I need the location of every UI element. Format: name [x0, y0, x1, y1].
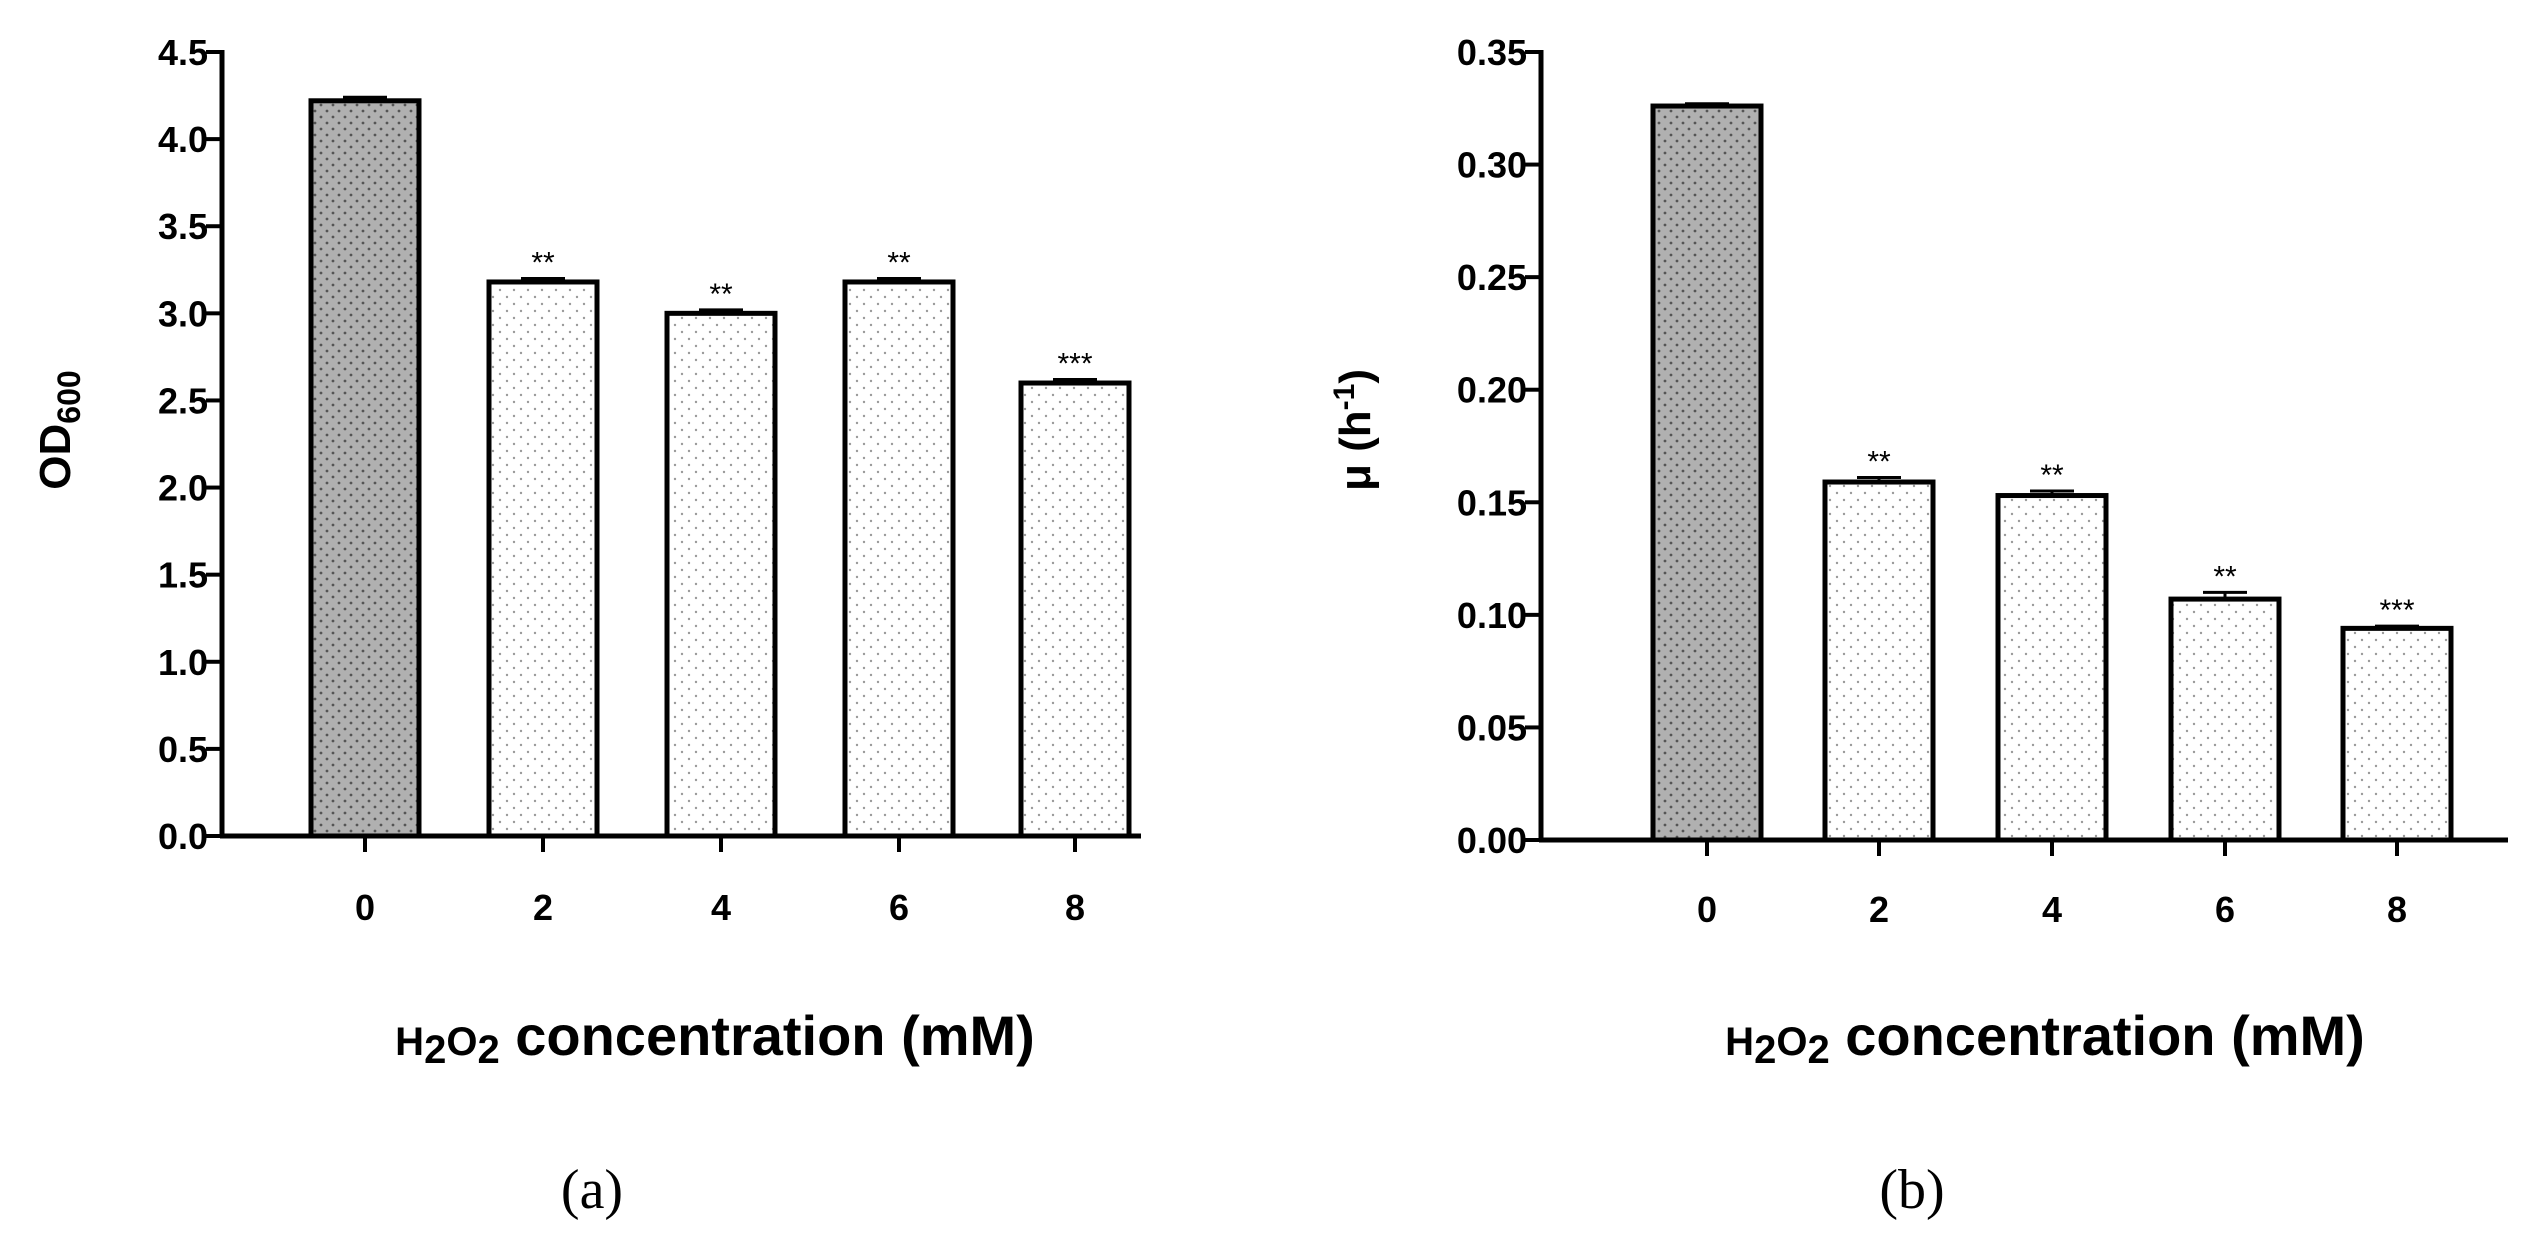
x-axis-title-sub1: 2	[1754, 1028, 1776, 1072]
x-tick-label: 8	[2387, 889, 2407, 930]
significance-label: **	[2040, 459, 2064, 492]
y-tick-label: 0.5	[158, 729, 208, 770]
x-axis-title-o: O	[1776, 1020, 1807, 1064]
bar-2	[486, 279, 600, 839]
significance-label: **	[1867, 446, 1891, 479]
y-tick-label: 2.5	[158, 380, 208, 421]
significance-label: **	[531, 246, 555, 279]
axes	[219, 50, 1141, 839]
y-tick-label: 2.0	[158, 468, 208, 509]
x-axis-title-rest: concentration (mM)	[1830, 1004, 2365, 1067]
bars: *********	[308, 95, 1132, 839]
x-axis-ticks: 0 2 4 6 8	[1697, 840, 2407, 930]
significance-label: ***	[2379, 594, 2414, 627]
y-axis-ticks: 0.00 0.05 0.10 0.15 0.20 0.25 0.30 0.35	[1457, 32, 1541, 861]
bar-6	[2168, 596, 2282, 843]
bar-6	[842, 279, 956, 839]
chart-b: 0.000.050.100.150.200.250.300.35 ** *****…	[1328, 32, 2508, 1221]
x-axis-ticks: 0 2 4 6 8	[355, 836, 1085, 928]
significance-label: **	[2213, 560, 2237, 593]
x-axis-title-h: H	[395, 1020, 424, 1064]
y-tick-label: 3.5	[158, 206, 208, 247]
bars: *********	[1650, 102, 2454, 843]
x-axis-title-sub1: 2	[424, 1028, 446, 1072]
y-tick-label: 0.05	[1457, 707, 1527, 748]
x-axis-title-h: H	[1725, 1020, 1754, 1064]
x-tick-label: 4	[711, 887, 731, 928]
x-tick-label: 0	[1697, 889, 1717, 930]
y-tick-label: 0.00	[1457, 820, 1527, 861]
y-axis-title-main: OD	[31, 424, 80, 490]
y-axis-title-sub: 600	[51, 370, 87, 423]
y-tick-label: 4.0	[158, 119, 208, 160]
bar-4	[1995, 493, 2109, 843]
x-tick-label: 4	[2042, 889, 2062, 930]
chart-a: 0.00.51.01.52.02.53.03.54.04.5 *********…	[31, 32, 1141, 1221]
y-axis-title: OD600	[31, 370, 87, 489]
significance-label: **	[887, 246, 911, 279]
y-axis-ticks: 0.0 0.5 1.0 1.5 2.0 2.5 3.0 3.5 4.0 4.5	[158, 32, 222, 857]
panel-label-b: (b)	[1879, 1159, 1944, 1221]
axes	[1538, 50, 2508, 843]
bar-0	[1650, 103, 1764, 843]
bar-4	[664, 310, 778, 839]
x-axis-title-o: O	[446, 1020, 477, 1064]
y-axis-title-sup: -1	[1328, 384, 1361, 411]
significance-label: **	[709, 278, 733, 311]
y-tick-label: 0.20	[1457, 370, 1527, 411]
x-axis-title-rest: concentration (mM)	[500, 1004, 1035, 1067]
x-axis-title: H2O2 concentration (mM)	[395, 1004, 1035, 1072]
y-tick-label: 0.35	[1457, 32, 1527, 73]
bar-8	[1018, 380, 1132, 839]
y-tick-label: 0.25	[1457, 257, 1527, 298]
y-tick-label: 3.0	[158, 293, 208, 334]
y-axis-title-main: μ (h	[1331, 410, 1380, 491]
x-axis-title-sub2: 2	[1807, 1028, 1829, 1072]
x-axis-title: H2O2 concentration (mM)	[1725, 1004, 2365, 1072]
y-tick-label: 0.0	[158, 816, 208, 857]
bar-2	[1822, 479, 1936, 843]
x-tick-label: 2	[1869, 889, 1889, 930]
x-tick-label: 2	[533, 887, 553, 928]
y-axis-title-close: )	[1331, 369, 1380, 384]
x-tick-label: 8	[1065, 887, 1085, 928]
x-tick-label: 6	[2215, 889, 2235, 930]
y-tick-label: 1.0	[158, 642, 208, 683]
x-tick-label: 6	[889, 887, 909, 928]
bar-0	[308, 98, 422, 839]
x-tick-label: 0	[355, 887, 375, 928]
panel-label-a: (a)	[561, 1159, 623, 1221]
y-tick-label: 0.30	[1457, 145, 1527, 186]
y-tick-label: 0.10	[1457, 595, 1527, 636]
x-axis-title-sub2: 2	[477, 1028, 499, 1072]
significance-label: ***	[1057, 348, 1092, 381]
y-tick-label: 1.5	[158, 555, 208, 596]
y-tick-label: 0.15	[1457, 482, 1527, 523]
bar-8	[2340, 625, 2454, 843]
y-axis-title: μ (h-1)	[1328, 369, 1380, 491]
y-tick-label: 4.5	[158, 32, 208, 73]
